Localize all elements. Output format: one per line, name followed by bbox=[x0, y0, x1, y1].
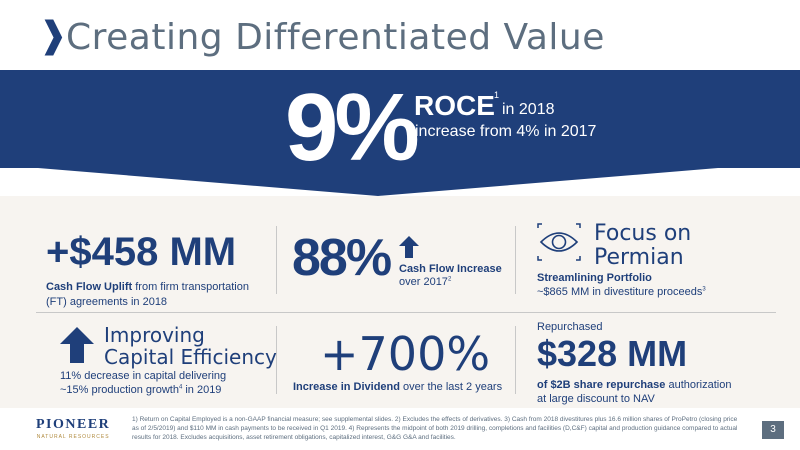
metrics-panel bbox=[0, 196, 800, 408]
repurchase-value: $328 MM bbox=[537, 333, 688, 374]
cash-flow-increase-sub: over 20172 bbox=[399, 276, 452, 288]
focus-permian-sub: ~$865 MM in divestiture proceeds3 bbox=[537, 286, 706, 298]
column-divider bbox=[515, 226, 516, 294]
up-arrow-icon bbox=[399, 236, 419, 258]
dividend-value: +700% bbox=[320, 327, 491, 381]
dividend-caption: Increase in Dividend over the last 2 yea… bbox=[293, 381, 503, 393]
focus-permian-title-1: Focus on bbox=[594, 221, 692, 246]
company-logo: PIONEER NATURAL RESOURCES bbox=[36, 417, 111, 441]
repurchase-line-2: at large discount to NAV bbox=[537, 393, 655, 405]
roce-year: in 2018 bbox=[502, 101, 555, 118]
footnotes: 1) Return on Capital Employed is a non-G… bbox=[132, 416, 738, 441]
eye-icon bbox=[537, 223, 581, 261]
roce-value: 9% bbox=[285, 74, 420, 181]
focus-permian-title-2: Permian bbox=[594, 245, 684, 270]
capital-efficiency-line-1: 11% decrease in capital delivering bbox=[60, 370, 227, 382]
focus-permian-label: Streamlining Portfolio bbox=[537, 272, 652, 284]
roce-label: ROCE bbox=[414, 90, 495, 121]
title-bar: ❱ Creating Differentiated Value bbox=[0, 0, 800, 70]
cash-flow-increase-label: Cash Flow Increase bbox=[399, 263, 502, 275]
page-number: 3 bbox=[762, 421, 784, 439]
column-divider bbox=[276, 326, 277, 394]
capital-efficiency-line-2: ~15% production growth4 in 2019 bbox=[60, 384, 222, 396]
page-title: Creating Differentiated Value bbox=[66, 17, 605, 58]
column-divider bbox=[515, 326, 516, 394]
repurchase-caption: Repurchased bbox=[537, 321, 603, 333]
banner-chevron-shape bbox=[38, 70, 718, 196]
repurchase-line-1: of $2B share repurchase authorization bbox=[537, 379, 732, 391]
column-divider bbox=[276, 226, 277, 294]
chevron-right-icon: ❱ bbox=[38, 15, 69, 56]
cash-flow-uplift-caption: Cash Flow Uplift from firm transportatio… bbox=[46, 281, 249, 308]
cash-flow-uplift-value: +$458 MM bbox=[46, 230, 237, 274]
capital-efficiency-title-1: Improving bbox=[104, 323, 205, 347]
roce-footnote-marker: 1 bbox=[494, 90, 500, 100]
row-divider bbox=[36, 312, 776, 313]
capital-efficiency-title-2: Capital Efficiency bbox=[104, 345, 277, 369]
cash-flow-increase-value: 88% bbox=[292, 229, 392, 287]
up-arrow-icon bbox=[60, 327, 94, 363]
roce-subline: increase from 4% in 2017 bbox=[415, 123, 597, 140]
